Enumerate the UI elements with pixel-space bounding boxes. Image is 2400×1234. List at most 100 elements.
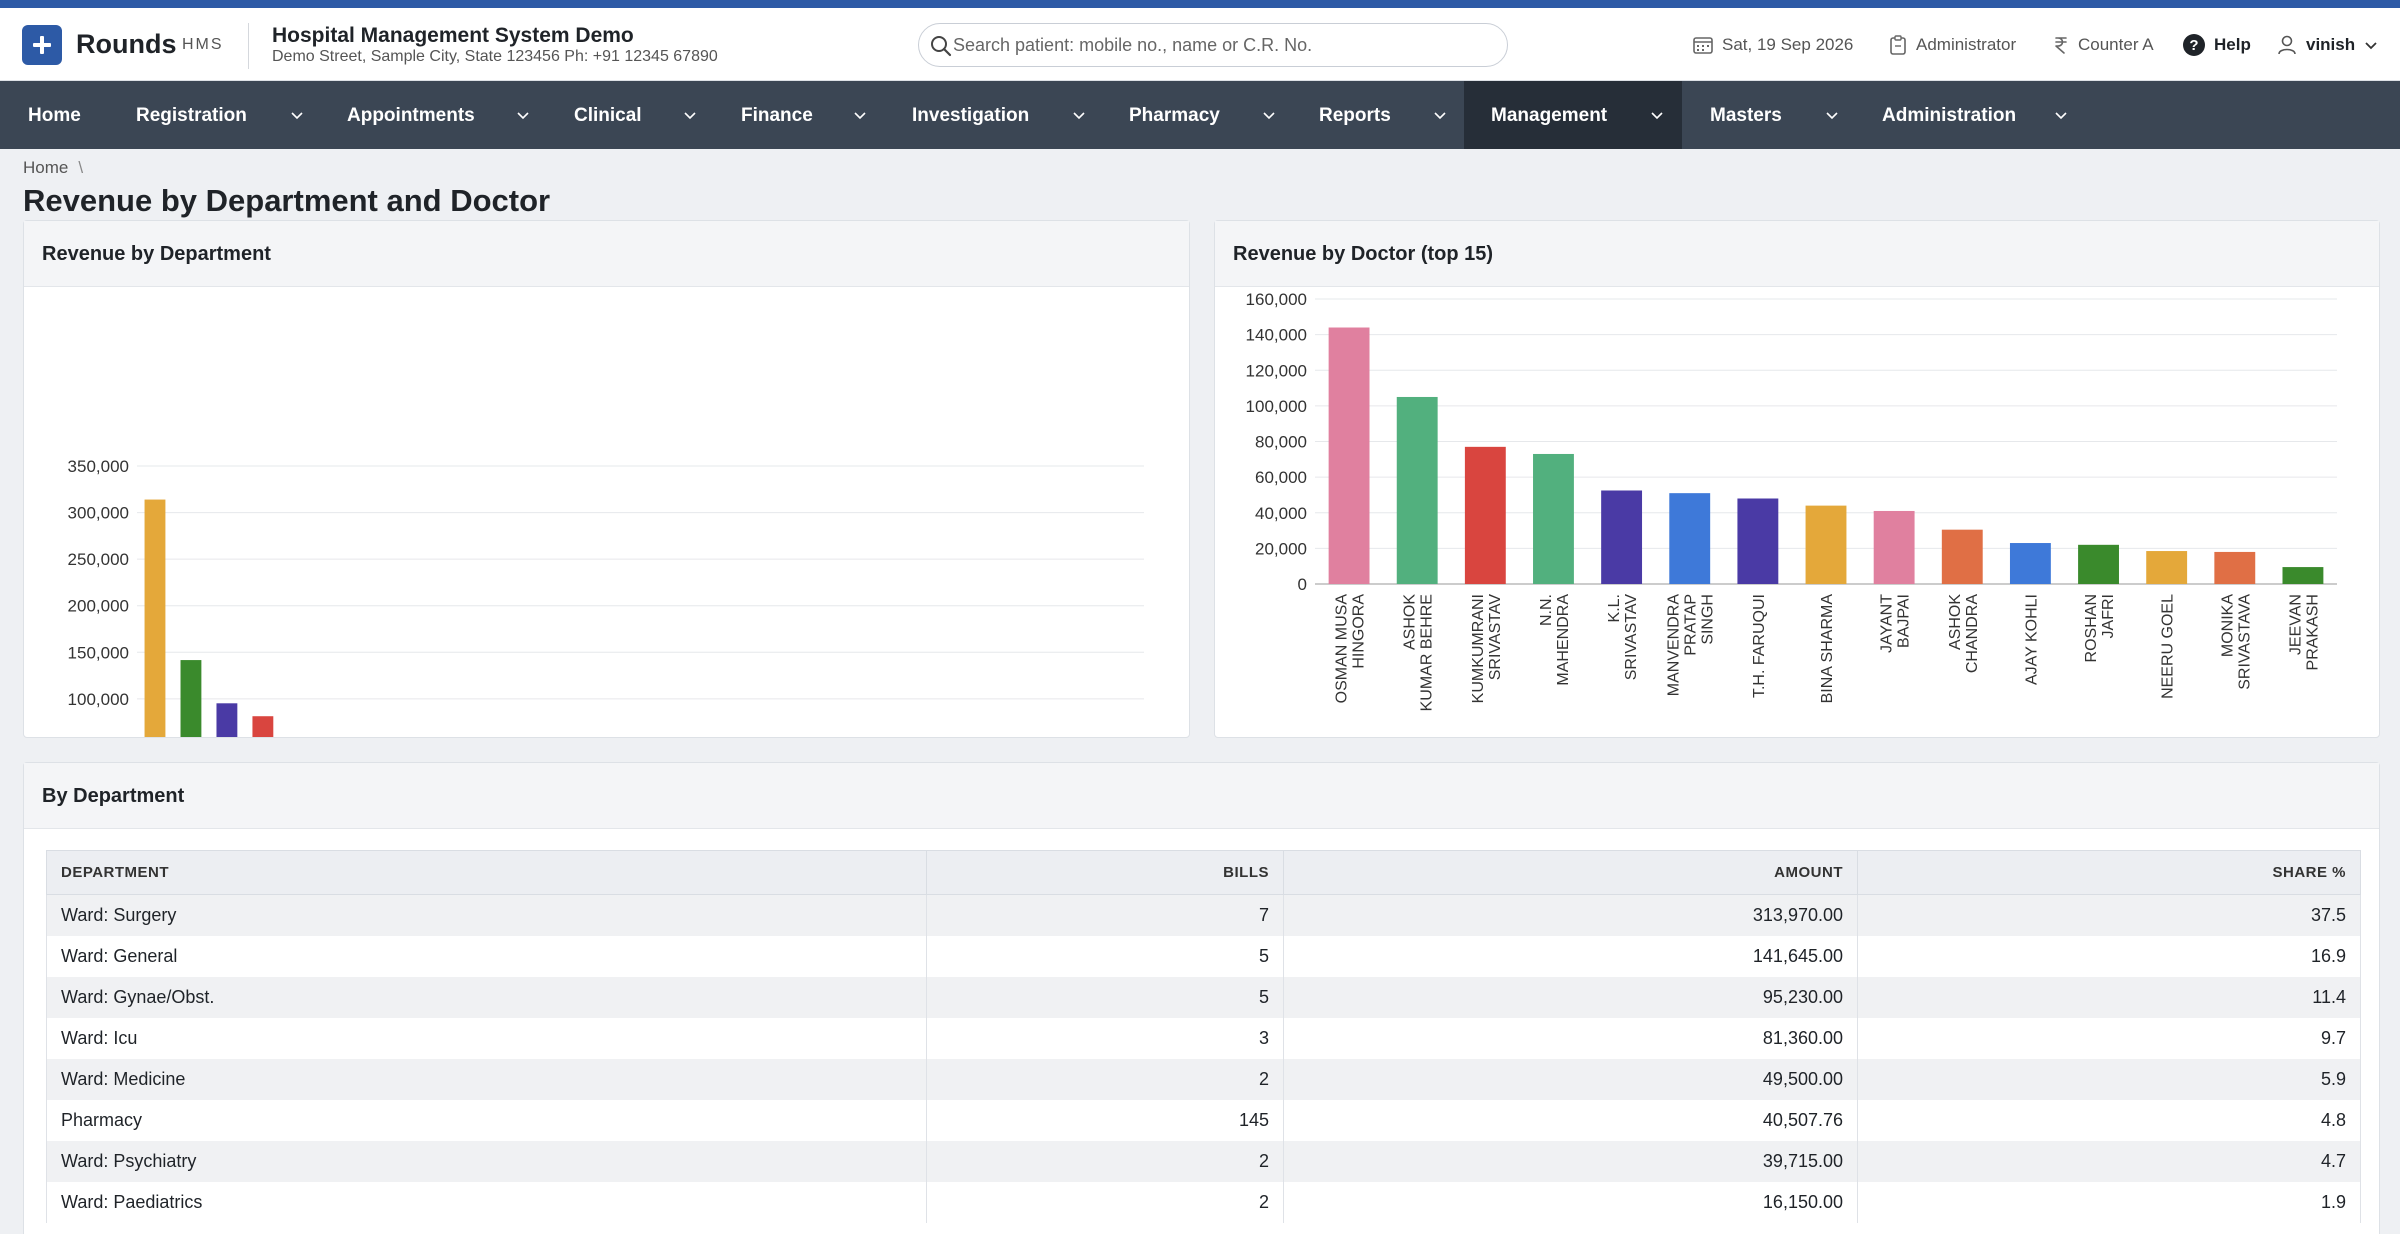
table-row: Ward: General 5 141,645.00 16.9 (46, 935, 2361, 977)
y-tick-label: 100,000 (68, 690, 129, 709)
rupee-icon (2055, 37, 2067, 54)
chevron-down-icon (291, 112, 303, 120)
cell-amount: 40,507.76 (1283, 1099, 1858, 1141)
cell-amount: 49,500.00 (1283, 1058, 1858, 1100)
nav-label: Clinical (574, 105, 642, 126)
cell-share: 5.9 (1857, 1058, 2361, 1100)
nav-pharmacy[interactable]: Pharmacy (1103, 81, 1296, 149)
nav-label: Finance (741, 105, 813, 126)
x-tick-label: SRIVASTAV (1623, 594, 1640, 681)
nav-clinical[interactable]: Clinical (547, 81, 715, 149)
breadcrumb-home[interactable]: Home (23, 158, 69, 177)
chevron-down-icon (1434, 112, 1446, 120)
bar (2146, 551, 2188, 584)
table-row: Ward: Medicine 2 49,500.00 5.9 (46, 1058, 2361, 1100)
y-tick-label: 300,000 (68, 504, 129, 523)
cell-department: Ward: Medicine (46, 1058, 927, 1100)
app-logo-icon[interactable] (22, 25, 62, 65)
dept-table: DEPARTMENT BILLS AMOUNT SHARE % Ward: Su… (46, 850, 2361, 1223)
bar (1533, 453, 1574, 584)
user-icon (2278, 35, 2296, 55)
dept-chart-card: Revenue by Department 050,000100,000150,… (23, 220, 1190, 738)
breadcrumb: Home \ (23, 158, 83, 178)
y-tick-label: 120,000 (1246, 361, 1307, 380)
bar (2009, 543, 2051, 584)
nav-appointments[interactable]: Appointments (321, 81, 547, 149)
patient-search[interactable] (918, 23, 1508, 67)
x-tick-label: MAHENDRA (1555, 594, 1572, 686)
x-tick-label: K.L. (1606, 594, 1623, 622)
cell-department: Pharmacy (46, 1099, 927, 1141)
doctor-revenue-chart: 0 20,000 40,000 60,000 80,000 100,000 120,000 1… (1246, 290, 2337, 711)
x-tick-label: ASHOK (1402, 594, 1419, 650)
table-row: Ward: Icu 3 81,360.00 9.7 (46, 1017, 2361, 1059)
col-header-share[interactable]: SHARE % (1857, 850, 2361, 895)
nav-label: Appointments (347, 105, 475, 126)
x-tick-label: T.H. FARUQUI (1751, 594, 1768, 698)
col-header-bills[interactable]: BILLS (926, 850, 1284, 895)
cell-department: Ward: Paediatrics (46, 1181, 927, 1223)
y-tick-label: 150,000 (68, 643, 129, 662)
date-display: Sat, 19 Sep 2026 (1692, 30, 1853, 60)
dept-revenue-chart: 050,000100,000150,000200,000250,000300,0… (68, 457, 1144, 737)
nav-registration[interactable]: Registration (105, 81, 321, 149)
user-menu[interactable]: vinish (2276, 30, 2387, 60)
clipboard-icon (1890, 35, 1906, 55)
role-text: Administrator (1916, 35, 2017, 54)
nav-administration[interactable]: Administration (1857, 81, 2081, 149)
nav-management[interactable]: Management (1464, 81, 1682, 149)
cell-share: 16.9 (1857, 935, 2361, 977)
cell-share: 37.5 (1857, 894, 2361, 936)
card-title: Revenue by Doctor (top 15) (1233, 243, 1494, 265)
chevron-down-icon (684, 112, 696, 120)
cell-amount: 95,230.00 (1283, 976, 1858, 1018)
bar (1941, 529, 1983, 584)
nav-label: Management (1491, 105, 1608, 126)
nav-investigation[interactable]: Investigation (885, 81, 1103, 149)
nav-label: Pharmacy (1129, 105, 1220, 126)
cell-bills: 2 (926, 1140, 1284, 1182)
counter-display[interactable]: Counter A (2052, 30, 2154, 60)
chevron-down-icon (1073, 112, 1085, 120)
bar (252, 716, 274, 737)
bar (1873, 510, 1915, 584)
x-tick-label: NEERU GOEL (2160, 594, 2177, 699)
y-tick-label: 140,000 (1246, 326, 1307, 345)
hospital-name: Hospital Management System Demo (272, 24, 634, 47)
y-tick-label: 250,000 (68, 550, 129, 569)
x-tick-label: SRIVASTAVA (2236, 594, 2253, 690)
role-display[interactable]: Administrator (1888, 30, 2016, 60)
counter-text: Counter A (2078, 35, 2154, 54)
chevron-down-icon (854, 112, 866, 120)
table-header-row: DEPARTMENT BILLS AMOUNT SHARE % (46, 850, 2361, 895)
nav-home[interactable]: Home (0, 81, 105, 149)
help-link[interactable]: ? Help (2182, 30, 2251, 60)
main-navigation: Home Registration Appointments Clinical … (0, 81, 2400, 149)
brand-name: Rounds (76, 29, 177, 59)
x-tick-label: PRATAP (1683, 594, 1700, 656)
nav-reports[interactable]: Reports (1296, 81, 1464, 149)
nav-label: Reports (1319, 105, 1391, 126)
nav-finance[interactable]: Finance (715, 81, 885, 149)
help-icon: ? (2183, 34, 2205, 56)
cell-amount: 141,645.00 (1283, 935, 1858, 977)
card-header: By Department (24, 763, 2379, 829)
nav-label: Masters (1710, 105, 1782, 126)
x-tick-label: KUMAR BEHRE (1419, 594, 1436, 711)
bar (1601, 490, 1643, 584)
col-header-amount[interactable]: AMOUNT (1283, 850, 1858, 895)
y-tick-label: 40,000 (1255, 504, 1307, 523)
cell-department: Ward: Icu (46, 1017, 927, 1059)
x-tick-label: JAFRI (2100, 594, 2117, 638)
col-header-department[interactable]: DEPARTMENT (46, 850, 927, 895)
app-header: Rounds HMS Hospital Management System De… (0, 8, 2400, 81)
cell-share: 9.7 (1857, 1017, 2361, 1059)
calendar-icon (1693, 37, 1713, 54)
cell-amount: 81,360.00 (1283, 1017, 1858, 1059)
y-tick-label: 0 (1298, 575, 1307, 594)
search-input[interactable] (953, 30, 1493, 60)
x-tick-label: ASHOK (1947, 594, 1964, 650)
nav-masters[interactable]: Masters (1682, 81, 1857, 149)
x-tick-label: OSMAN MUSA (1334, 594, 1351, 704)
table-row: Ward: Surgery 7 313,970.00 37.5 (46, 894, 2361, 936)
